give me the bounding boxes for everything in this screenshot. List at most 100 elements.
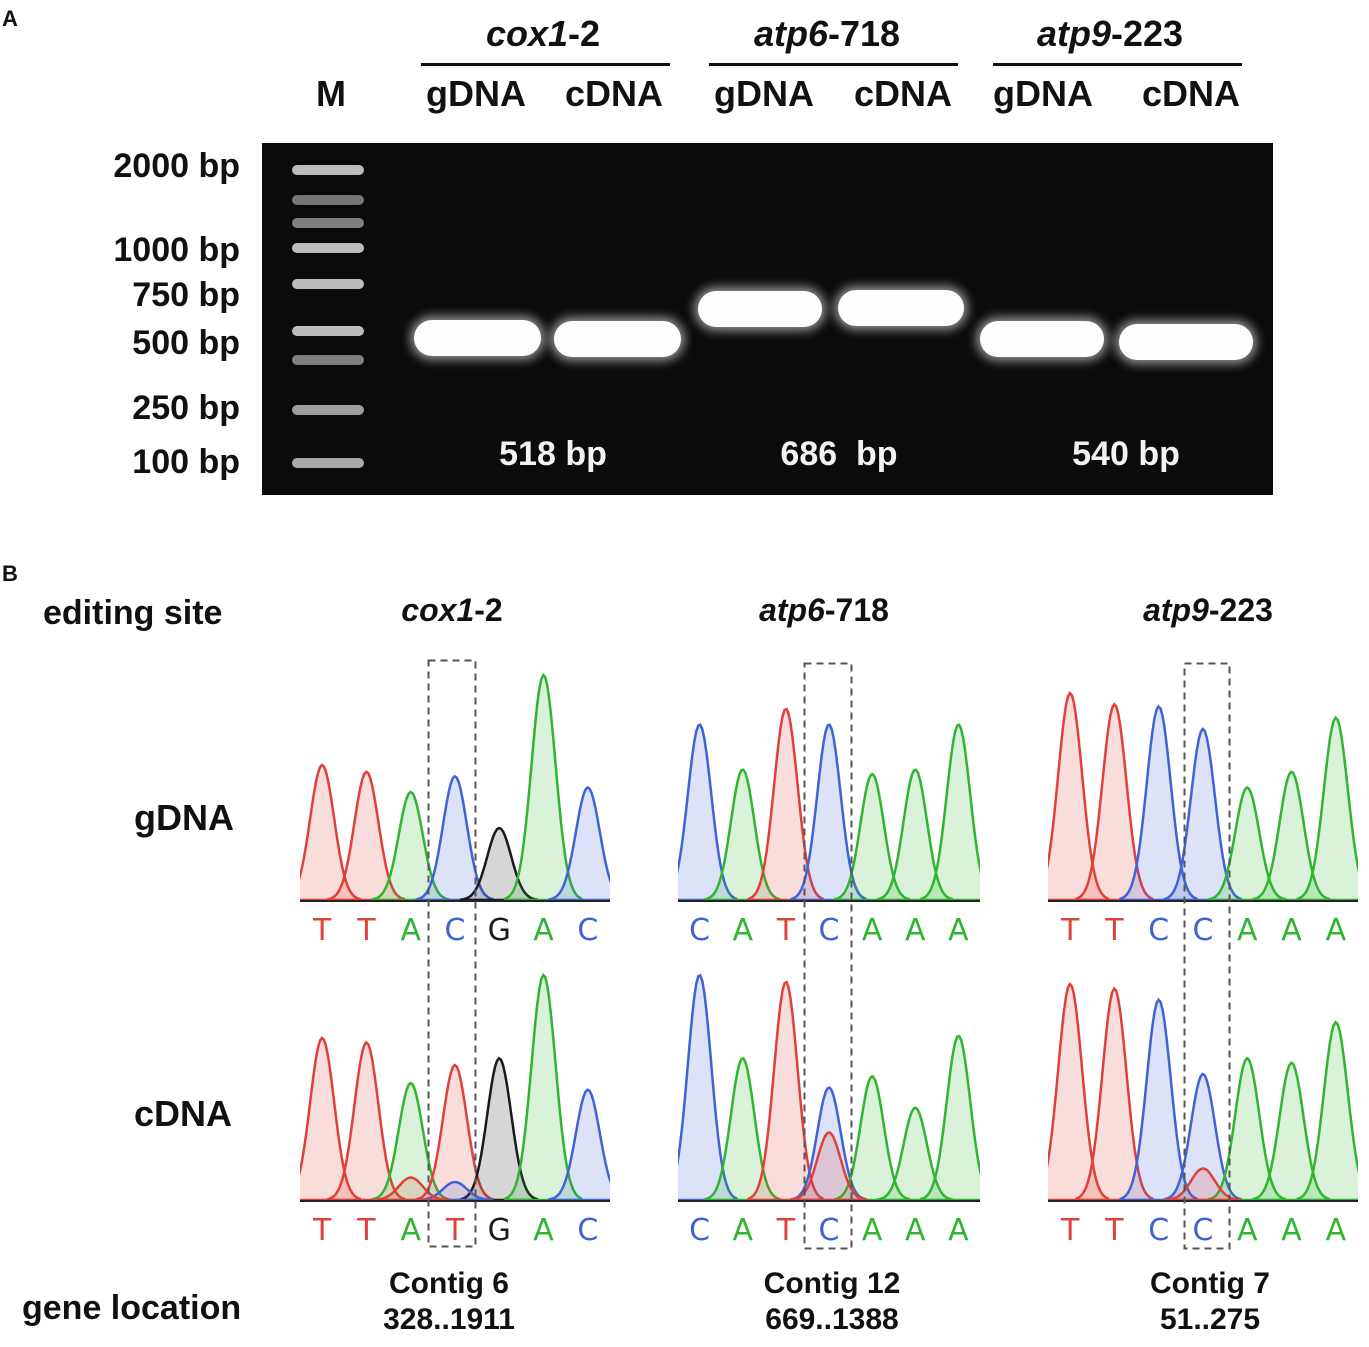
chromatogram-peak xyxy=(1074,702,1155,902)
marker-band xyxy=(292,355,364,365)
chromatogram-peak xyxy=(833,772,912,902)
gel-image xyxy=(262,143,1273,495)
chromatogram-peak xyxy=(1252,1061,1333,1202)
base-call-label: C xyxy=(1148,913,1169,948)
base-call-label: C xyxy=(577,913,598,948)
base-call-label: A xyxy=(1326,913,1347,948)
ladder-label: 100 bp xyxy=(132,443,240,481)
chromatogram-peak xyxy=(504,972,584,1202)
band-size-label: 518 bp xyxy=(499,435,607,473)
chromatogram-peak xyxy=(833,1075,912,1202)
chromatogram-peak xyxy=(326,770,407,902)
gene-location-cox1: Contig 6 328..1911 xyxy=(383,1267,515,1336)
chromatogram-peak xyxy=(790,723,869,902)
row-label-cdna: cDNA xyxy=(134,1093,233,1134)
marker-band xyxy=(292,218,364,228)
chromatogram-peak xyxy=(1296,715,1358,902)
chromatogram-peak xyxy=(919,1034,980,1202)
pcr-band xyxy=(698,291,822,327)
chromatogram-peak xyxy=(1163,1167,1242,1202)
base-call-label: G xyxy=(488,1213,511,1248)
base-call-label: C xyxy=(577,1213,598,1248)
base-call-label: T xyxy=(1060,913,1080,948)
gel-lane-label: gDNA xyxy=(714,73,814,114)
marker-band xyxy=(292,405,364,415)
row-label-gene-location: gene location xyxy=(22,1289,242,1327)
chromatogram-peak xyxy=(459,1056,540,1202)
panel-b-label: B xyxy=(2,561,18,586)
base-call-label: A xyxy=(948,913,969,948)
gel-gene-header-atp6: atp6-718 xyxy=(753,13,901,54)
base-call-label: C xyxy=(689,1213,710,1248)
gel-lane-label: gDNA xyxy=(993,73,1093,114)
marker-band xyxy=(292,243,364,253)
base-call-label: A xyxy=(400,913,421,948)
pcr-band xyxy=(554,321,681,357)
base-call-label: A xyxy=(905,913,926,948)
chromatogram-peak xyxy=(790,1086,869,1202)
gel-gene-header-atp9: atp9-223 xyxy=(1036,13,1184,54)
base-call-label: T xyxy=(445,1213,465,1248)
base-call-label: A xyxy=(905,1213,926,1248)
chromatogram-peak xyxy=(1207,785,1288,902)
editing-site-header-atp9: atp9-223 xyxy=(1143,592,1273,628)
editing-site-box-atp6 xyxy=(803,662,853,1250)
chromatogram-peak xyxy=(704,768,783,902)
gel-header-rule xyxy=(993,63,1242,66)
chromatogram-peak xyxy=(704,1057,783,1202)
chromatogram-peak xyxy=(678,973,739,1202)
pcr-band xyxy=(414,320,541,356)
base-call-label: A xyxy=(732,1213,753,1248)
gel-lane-label: cDNA xyxy=(564,73,664,114)
chromatogram-peak xyxy=(790,1131,870,1202)
row-label-editing-site: editing site xyxy=(43,594,223,632)
base-call-label: C xyxy=(1193,1213,1214,1248)
panel-a-label: A xyxy=(2,6,18,31)
chromatogram-peak xyxy=(300,1036,363,1202)
chromatogram-peak xyxy=(1048,981,1111,1202)
pcr-band xyxy=(838,290,964,326)
base-call-label: G xyxy=(488,913,511,948)
chromatogram-peak xyxy=(876,1106,956,1202)
base-call-label: C xyxy=(689,913,710,948)
marker-band xyxy=(292,279,364,289)
ladder-label: 250 bp xyxy=(132,389,240,427)
base-call-label: A xyxy=(1281,1213,1302,1248)
chromatogram-peak xyxy=(1074,986,1155,1202)
gel-gene-header-cox1: cox1-2 xyxy=(485,13,601,54)
band-size-label: 540 bp xyxy=(1072,435,1180,473)
base-call-label: A xyxy=(533,1213,554,1248)
gel-lane-label: gDNA xyxy=(426,73,526,114)
base-call-label: A xyxy=(732,913,753,948)
chromatogram-peak xyxy=(548,785,610,902)
base-call-label: T xyxy=(1104,913,1124,948)
base-call-label: C xyxy=(819,913,840,948)
ladder-label: 2000 bp xyxy=(113,147,240,185)
base-call-label: A xyxy=(862,913,883,948)
base-call-label: T xyxy=(312,913,332,948)
gene-location-atp6: Contig 12 669..1388 xyxy=(763,1267,901,1336)
marker-band xyxy=(292,326,364,336)
marker-band xyxy=(292,195,364,205)
base-call-label: A xyxy=(400,1213,421,1248)
gel-header-rule xyxy=(421,63,670,66)
chromatogram-peak xyxy=(370,1176,450,1202)
base-call-label: A xyxy=(1326,1213,1347,1248)
chromatogram-peak xyxy=(371,790,452,902)
chromatogram-peak xyxy=(1296,1020,1358,1202)
gene-location-atp9: Contig 7 51..275 xyxy=(1150,1267,1270,1336)
base-call-label: C xyxy=(445,913,466,948)
ladder-label: 500 bp xyxy=(132,324,240,362)
editing-site-box-cox1 xyxy=(427,659,477,1248)
ladder-label: 1000 bp xyxy=(113,231,240,269)
chromatogram-peak xyxy=(1163,1072,1244,1202)
marker-lane-label: M xyxy=(316,73,346,114)
base-call-label: A xyxy=(533,913,554,948)
base-call-label: T xyxy=(776,1213,796,1248)
